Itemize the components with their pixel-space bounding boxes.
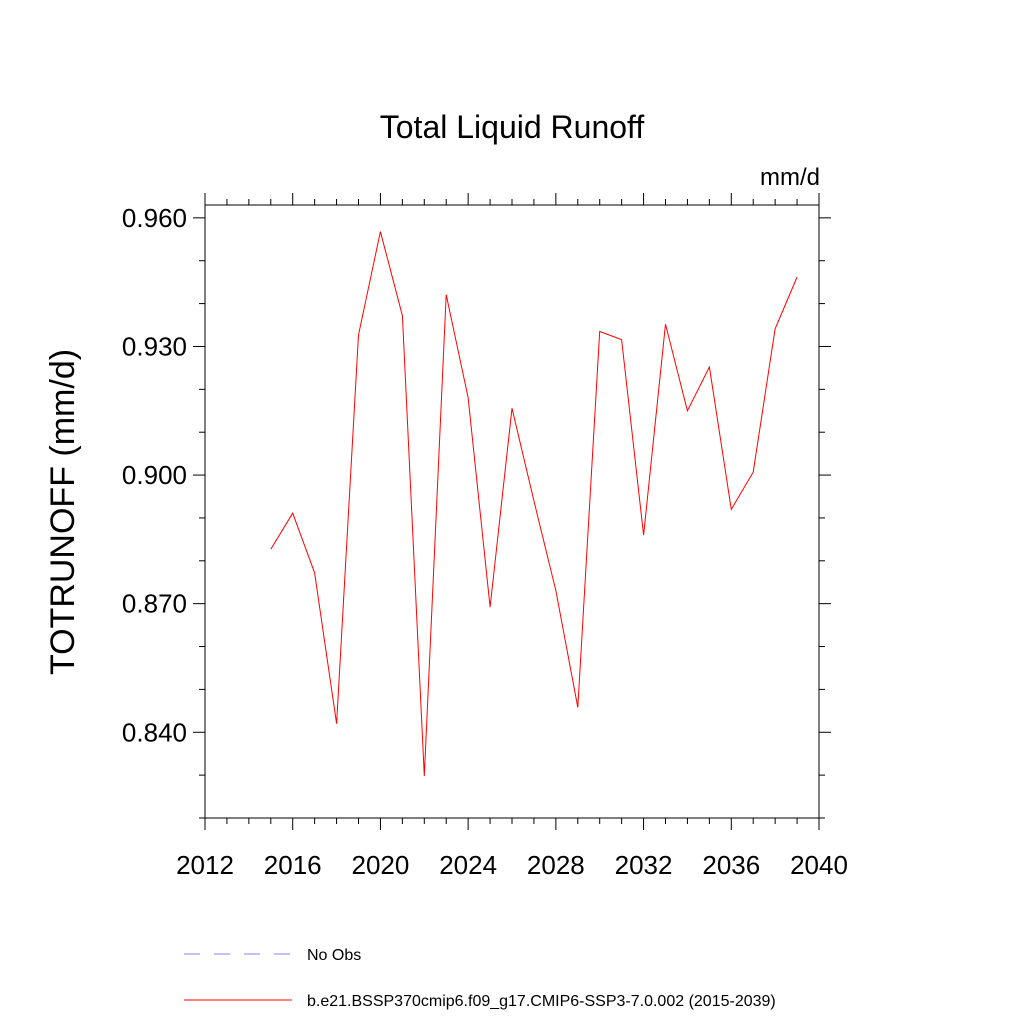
plot-frame: [204, 204, 820, 819]
x-tick-label: 2040: [790, 850, 848, 880]
y-axis-label: TOTRUNOFF (mm/d): [44, 349, 82, 675]
series-layer: [270, 231, 798, 777]
x-tick-label: 2036: [702, 850, 760, 880]
series-line: [270, 231, 798, 777]
legend: No Obs b.e21.BSSP370cmip6.f09_g17.CMIP6-S…: [184, 947, 776, 1010]
legend-label: No Obs: [307, 947, 361, 964]
y-tick-label: 0.900: [122, 460, 187, 490]
x-tick-label: 2012: [176, 850, 234, 880]
y-tick-label: 0.960: [122, 203, 187, 233]
legend-label: b.e21.BSSP370cmip6.f09_g17.CMIP6-SSP3-7.…: [307, 993, 776, 1010]
y-tick-label: 0.870: [122, 589, 187, 619]
x-tick-label: 2032: [615, 850, 673, 880]
chart-title: Total Liquid Runoff: [380, 109, 645, 145]
axis-ticks: 2012 2016 2020 2024 2028 2032 2036 2040 0.840 0.8…: [122, 193, 848, 880]
x-tick-label: 2024: [439, 850, 497, 880]
units-label: mm/d: [760, 164, 820, 191]
x-tick-label: 2028: [527, 850, 585, 880]
y-tick-label: 0.930: [122, 331, 187, 361]
x-tick-label: 2016: [264, 850, 322, 880]
x-tick-label: 2020: [352, 850, 410, 880]
y-tick-label: 0.840: [122, 717, 187, 747]
